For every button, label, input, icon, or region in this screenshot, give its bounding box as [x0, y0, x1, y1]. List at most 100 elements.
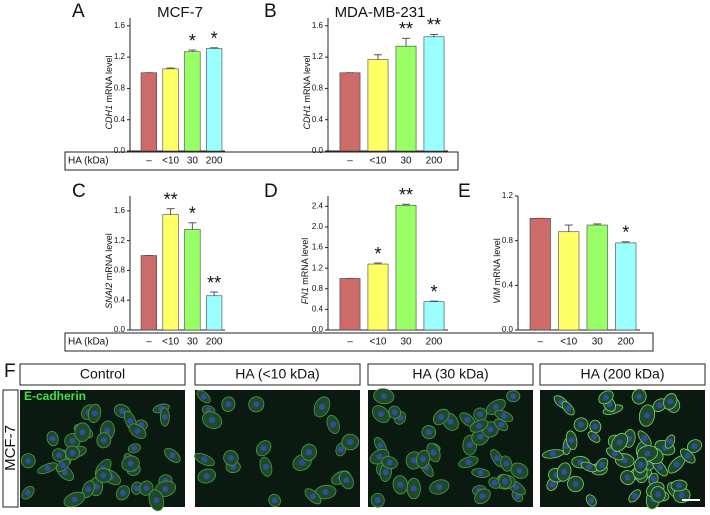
y-tick-label: 2.4	[312, 201, 324, 210]
chart-title: MCF-7	[157, 4, 203, 21]
y-tick-label: 0.0	[114, 146, 126, 155]
nucleus	[153, 497, 160, 504]
x-tick-label: –	[146, 337, 152, 348]
x-tick-label: –	[347, 337, 353, 348]
significance: **	[207, 273, 221, 293]
y-axis-gene: FN1	[300, 287, 310, 304]
nucleus	[85, 486, 92, 493]
y-tick-label: 0.8	[312, 284, 324, 293]
nucleus	[131, 445, 138, 452]
y-axis-text: mRNA level	[104, 55, 114, 102]
nucleus	[119, 489, 126, 496]
significance: *	[430, 282, 437, 302]
nucleus	[377, 411, 384, 418]
x-axis-label: HA (kDa)	[68, 337, 109, 348]
y-tick-label: 0.0	[502, 325, 514, 334]
nucleus	[572, 480, 579, 487]
nucleus	[487, 426, 494, 433]
y-axis-label: VIM mRNA level	[492, 238, 502, 304]
y-axis-label: FN1 mRNA level	[300, 238, 310, 305]
nucleus	[56, 452, 63, 459]
nucleus	[91, 410, 98, 417]
x-tick-label: 30	[592, 337, 604, 348]
bar	[205, 48, 223, 152]
nucleus	[343, 477, 350, 484]
x-tick-label: 200	[206, 337, 223, 348]
nucleus	[650, 476, 657, 483]
nucleus	[133, 485, 140, 492]
nucleus	[377, 442, 384, 449]
nucleus	[25, 489, 32, 496]
significance: **	[427, 15, 441, 35]
panel-letter: B	[264, 1, 277, 22]
nucleus	[430, 449, 437, 456]
nucleus	[667, 438, 673, 445]
nucleus	[318, 403, 325, 410]
x-tick-label: 30	[187, 156, 199, 167]
x-tick-label: –	[146, 156, 152, 167]
column-header: HA (<10 kDa)	[235, 366, 319, 382]
nucleus	[382, 469, 389, 476]
significance: **	[399, 19, 413, 39]
nucleus	[271, 497, 278, 504]
nucleus	[492, 403, 499, 410]
x-tick-label: <10	[370, 156, 387, 167]
nucleus	[143, 485, 150, 492]
nucleus	[127, 417, 134, 424]
column-header: HA (30 kDa)	[412, 366, 488, 382]
nucleus	[667, 398, 674, 405]
nucleus	[636, 393, 643, 400]
nucleus	[225, 401, 232, 408]
x-tick-label: –	[537, 337, 543, 348]
y-tick-label: 1.6	[312, 243, 324, 252]
x-tick-label: <10	[162, 337, 179, 348]
nucleus	[347, 438, 354, 445]
y-axis-gene: SNAI2	[104, 283, 114, 309]
bar	[339, 72, 361, 152]
bar	[558, 231, 580, 331]
nucleus	[374, 497, 381, 504]
nucleus	[79, 429, 86, 436]
y-tick-label: 1.2	[312, 52, 324, 61]
nucleus	[477, 470, 484, 477]
nucleus	[624, 474, 631, 481]
y-tick-label: 0.4	[312, 115, 324, 124]
y-axis-gene: VIM	[492, 287, 502, 304]
x-tick-label: <10	[162, 156, 179, 167]
bar	[586, 224, 608, 331]
bar	[529, 218, 551, 331]
nucleus	[438, 413, 445, 420]
y-axis-gene: CDH1	[302, 105, 312, 130]
nucleus	[498, 421, 505, 428]
nucleus	[391, 409, 398, 416]
row-label-box	[2, 389, 19, 508]
ha-row-box	[64, 332, 654, 352]
bar	[162, 214, 179, 331]
nucleus	[100, 437, 107, 444]
nucleus	[611, 450, 618, 457]
nucleus	[299, 459, 306, 466]
nucleus	[565, 405, 572, 412]
x-tick-label: <10	[370, 337, 387, 348]
bar	[367, 263, 389, 331]
nucleus	[69, 449, 76, 456]
column-header-box	[19, 363, 186, 386]
nucleus	[169, 452, 176, 459]
nucleus	[568, 437, 575, 444]
nucleus	[656, 464, 663, 471]
nucleus	[673, 461, 680, 468]
nucleus	[253, 401, 260, 408]
column-header-box	[194, 363, 361, 386]
y-tick-label: 0.8	[114, 266, 126, 275]
nucleus	[386, 459, 393, 466]
column-header: Control	[80, 366, 125, 382]
nucleus	[476, 422, 483, 429]
column-header: HA (200 kDa)	[580, 366, 664, 382]
nucleus	[493, 455, 500, 462]
significance: *	[211, 28, 218, 48]
nucleus	[550, 450, 557, 457]
nucleus	[203, 473, 210, 480]
y-tick-label: 0.8	[114, 84, 126, 93]
nucleus	[306, 449, 313, 456]
nucleus	[501, 478, 508, 485]
